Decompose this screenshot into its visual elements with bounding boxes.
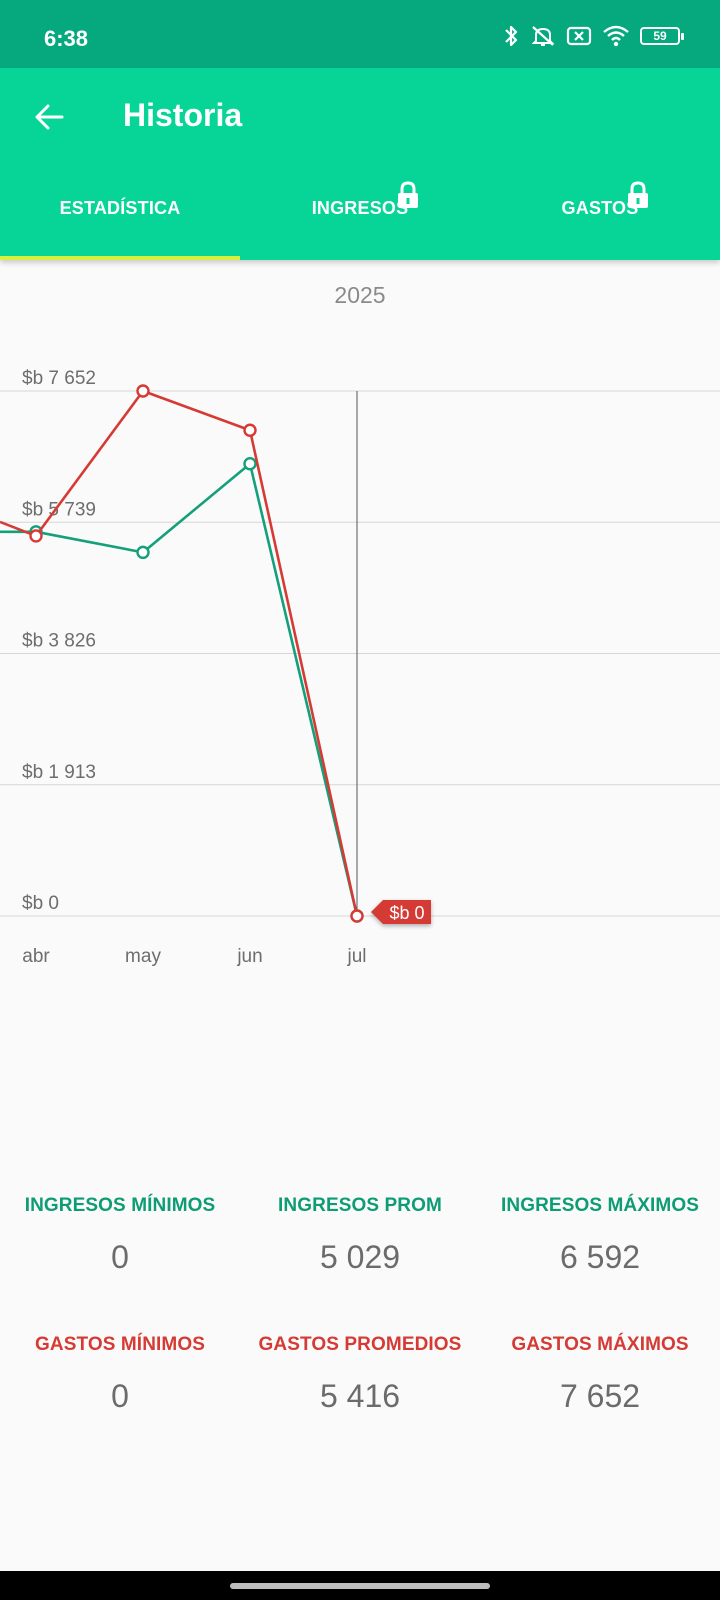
stat-value: 0 <box>111 1239 129 1275</box>
data-point <box>350 909 364 923</box>
data-point <box>136 384 150 398</box>
tooltip-label: $b 0 <box>389 903 424 923</box>
tab-label: GASTOS <box>561 197 639 218</box>
arrow-left-icon <box>35 104 64 130</box>
stat-value: 0 <box>111 1378 129 1414</box>
data-point <box>29 529 43 543</box>
page-title: Historia <box>123 97 243 133</box>
navigation-bar <box>0 1571 720 1600</box>
tab-bar: ESTADÍSTICA INGRESOS GASTOS <box>0 168 720 260</box>
x-tick-label: abr <box>22 946 50 967</box>
line-chart[interactable]: $b 0 $b 1 913 $b 3 826 $b 5 739 $b 7 652 abr m… <box>0 350 720 970</box>
data-point <box>136 545 150 560</box>
value-tooltip <box>371 900 431 924</box>
stat-value: 7 652 <box>559 1378 641 1414</box>
app-bar: Historia ESTADÍSTICA INGRESOS GASTOS <box>0 68 720 260</box>
stat-label: INGRESOS MÍNIMOS <box>24 1195 216 1216</box>
gastos-stats-row: GASTOS MÍNIMOS 0 GASTOS PROMEDIOS 5 416 … <box>0 1334 720 1415</box>
stat-gastos-prom: GASTOS PROMEDIOS 5 416 <box>240 1334 480 1415</box>
tab-label: INGRESOS <box>311 197 409 218</box>
status-bar: 6:38 59 <box>0 0 720 68</box>
stat-ingresos-min: INGRESOS MÍNIMOS 0 <box>0 1195 240 1276</box>
y-tick-label: $b 5 739 <box>22 499 96 520</box>
tab-estadistica[interactable]: ESTADÍSTICA <box>0 168 240 260</box>
stat-ingresos-max: INGRESOS MÁXIMOS 6 592 <box>480 1195 720 1276</box>
stat-gastos-min: GASTOS MÍNIMOS 0 <box>0 1334 240 1415</box>
stat-ingresos-prom: INGRESOS PROM 5 029 <box>240 1195 480 1276</box>
x-tick-label: may <box>125 946 161 967</box>
y-tick-label: $b 7 652 <box>22 368 96 389</box>
stat-label: INGRESOS MÁXIMOS <box>501 1195 699 1216</box>
series-line <box>0 462 359 917</box>
tab-ingresos[interactable]: INGRESOS <box>240 168 480 260</box>
stat-value: 5 029 <box>319 1239 401 1275</box>
stat-label: GASTOS PROMEDIOS <box>258 1334 462 1355</box>
status-time: 6:38 <box>44 26 89 51</box>
status-icons: 59 <box>502 24 684 48</box>
data-point <box>243 423 257 437</box>
y-tick-label: $b 1 913 <box>22 762 96 783</box>
x-tick-label: jun <box>236 946 262 967</box>
bluetooth-icon <box>505 25 518 47</box>
chart-title-year: 2025 <box>334 282 386 308</box>
tab-gastos[interactable]: GASTOS <box>480 168 720 260</box>
stat-label: GASTOS MÁXIMOS <box>511 1334 689 1355</box>
home-handle[interactable] <box>230 1583 490 1589</box>
stat-label: GASTOS MÍNIMOS <box>35 1334 205 1355</box>
y-tick-label: $b 3 826 <box>22 631 96 652</box>
no-sim-icon <box>566 26 592 46</box>
y-tick-label: $b 0 <box>22 893 59 914</box>
ingresos-stats-row: INGRESOS MÍNIMOS 0 INGRESOS PROM 5 029 I… <box>0 1195 720 1276</box>
back-button[interactable] <box>28 96 70 138</box>
x-tick-label: jul <box>346 946 366 967</box>
wifi-icon <box>603 25 629 47</box>
stat-value: 6 592 <box>559 1239 641 1275</box>
stat-value: 5 416 <box>319 1378 401 1414</box>
data-point <box>243 457 257 471</box>
tab-indicator <box>0 256 240 260</box>
stats-panel: INGRESOS MÍNIMOS 0 INGRESOS PROM 5 029 I… <box>0 1195 720 1415</box>
stat-gastos-max: GASTOS MÁXIMOS 7 652 <box>480 1334 720 1415</box>
battery-icon: 59 <box>640 27 684 45</box>
tab-label: ESTADÍSTICA <box>59 197 181 218</box>
lock-icon <box>628 181 648 208</box>
stat-label: INGRESOS PROM <box>278 1195 442 1216</box>
lock-icon <box>398 181 418 208</box>
silent-icon <box>531 26 555 46</box>
